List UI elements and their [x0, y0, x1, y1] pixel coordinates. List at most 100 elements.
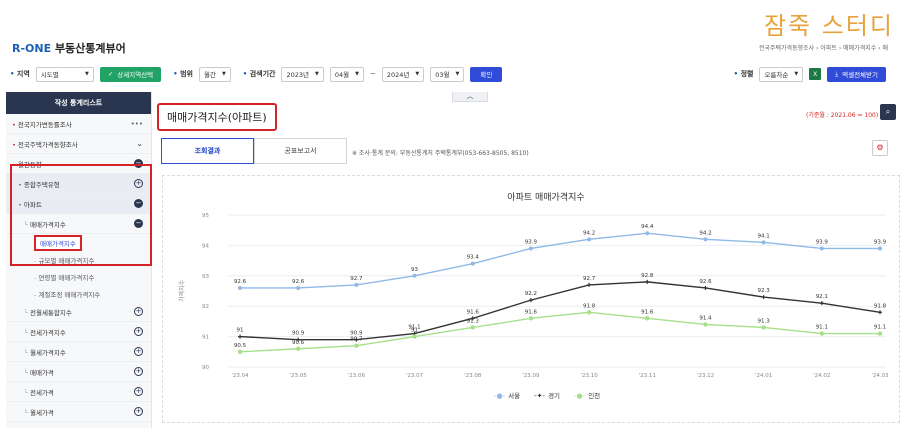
expand-icon[interactable]: +	[134, 327, 143, 336]
sidebar-item[interactable]: 계절조정 매매가격지수	[6, 285, 151, 302]
sidebar-item[interactable]: 전세가격지수+	[6, 322, 151, 342]
end-month-select[interactable]: 03월 ▼	[430, 66, 465, 82]
tab-report[interactable]: 공표보고서	[254, 138, 347, 164]
caret-down-icon: ▼	[415, 71, 420, 77]
sidebar-item[interactable]: 전월세통합지수+	[6, 302, 151, 322]
breadcrumb: 전국주택가격동향조사 › 아파트 › 매매가격지수 › 매	[758, 45, 888, 52]
download-all-button[interactable]: ⤓ 액셀전체받기	[827, 66, 886, 82]
sidebar-item[interactable]: 월간동향−	[6, 154, 151, 174]
data-label: 91.6	[641, 309, 654, 315]
sort-select[interactable]: 오름차순 ▼	[759, 66, 804, 82]
tab-results[interactable]: 조회결과	[161, 138, 254, 164]
data-point	[528, 246, 533, 251]
excel-icon[interactable]: X	[809, 68, 822, 80]
sidebar-item[interactable]: 연령별 매매가격지수	[6, 268, 151, 285]
legend-item[interactable]: -●- 서울	[494, 390, 520, 400]
end-month-value: 03월	[435, 71, 450, 79]
expand-icon[interactable]: +	[134, 307, 143, 316]
data-point	[470, 261, 475, 266]
sidebar-item[interactable]: 월세가격지수+	[6, 342, 151, 362]
app-logo[interactable]: R-ONE 부동산통계뷰어	[12, 40, 126, 56]
data-label: 91.8	[583, 303, 596, 309]
sidebar-item-label: 월세가격	[24, 407, 134, 417]
scope-select[interactable]: 월간 ▼	[198, 66, 231, 82]
data-label: 92.8	[641, 273, 654, 279]
y-tick-label: 95	[202, 213, 209, 219]
x-tick-label: '23.12	[697, 373, 714, 379]
data-label: 92.6	[234, 279, 247, 285]
data-label: 94.2	[583, 230, 595, 236]
region-select[interactable]: 시도별 ▼	[35, 66, 94, 82]
caret-down-icon: ▼	[315, 71, 319, 77]
sidebar-item-label: 연령별 매매가격지수	[34, 272, 143, 282]
chart-settings-icon[interactable]: ⚙	[872, 140, 888, 156]
logo-title: 부동산통계뷰어	[51, 42, 126, 55]
data-point	[296, 337, 301, 342]
expand-icon[interactable]: +	[134, 367, 143, 376]
sidebar-item[interactable]: 전국주택가격동향조사⌄	[6, 134, 151, 154]
chart-legend: -●- 서울 -✦- 경기 -●- 인천	[494, 390, 600, 400]
logo-prefix: R-ONE	[12, 42, 52, 55]
chart-title: 아파트 매매가격지수	[507, 193, 585, 203]
more-icon[interactable]: •••	[130, 119, 143, 128]
data-label: 93.9	[525, 239, 538, 245]
confirm-button[interactable]: 확인	[470, 66, 503, 82]
data-label: 94.2	[699, 230, 711, 236]
x-tick-label: '23.10	[580, 373, 598, 379]
data-point	[470, 316, 475, 321]
start-month-select[interactable]: 04월 ▼	[329, 66, 364, 82]
data-point	[877, 331, 883, 336]
search-icon[interactable]: ⌕	[880, 104, 896, 120]
sidebar-item[interactable]: 종합주택유형+	[6, 174, 151, 194]
expand-icon[interactable]: +	[134, 407, 143, 416]
sidebar-item-label: 전국지가변동률조사	[12, 119, 131, 129]
x-tick-label: '24.01	[755, 373, 772, 379]
data-label: 91.8	[874, 303, 887, 309]
sidebar-item[interactable]: 월세가격+	[6, 402, 151, 422]
legend-item[interactable]: -✦- 경기	[534, 390, 560, 400]
sidebar-item[interactable]: 매매가격지수	[6, 234, 151, 251]
data-point	[586, 310, 592, 315]
caret-down-icon: ▼	[84, 71, 89, 77]
series-line-2	[239, 311, 880, 353]
data-point	[528, 298, 533, 303]
data-point	[878, 310, 882, 315]
collapse-icon[interactable]: −	[134, 219, 143, 228]
page-title: 매매가격지수(아파트)	[157, 103, 277, 131]
legend-label: 서울	[508, 392, 521, 400]
chevron-down-icon[interactable]: ⌄	[136, 139, 143, 148]
collapse-up-icon[interactable]: ︿	[452, 92, 488, 102]
data-label: 94.1	[758, 233, 770, 239]
collapse-icon[interactable]: −	[134, 199, 143, 208]
end-year-select[interactable]: 2024년 ▼	[381, 66, 425, 82]
legend-marker-icon: -✦-	[534, 392, 546, 400]
check-icon: ✓	[107, 70, 114, 78]
sidebar-item-label: 월간동향	[12, 159, 134, 169]
series-line-0	[240, 232, 880, 289]
start-year-value: 2023년	[286, 71, 310, 79]
caret-down-icon: ▼	[455, 71, 460, 77]
sidebar: 작성 통계리스트 전국지가변동률조사•••전국주택가격동향조사⌄월간동향−종합주…	[6, 92, 152, 428]
data-point	[703, 322, 708, 327]
sidebar-item[interactable]: 매매가격+	[6, 362, 151, 382]
sidebar-item[interactable]: 아파트−	[6, 194, 151, 214]
legend-marker-icon: -●-	[574, 392, 586, 400]
data-point	[412, 334, 417, 339]
detail-region-button[interactable]: ✓ 상세지역선택	[99, 66, 162, 82]
collapse-icon[interactable]: −	[134, 159, 143, 168]
data-label: 92.7	[583, 276, 596, 282]
sidebar-item[interactable]: 규모별 매매가격지수	[6, 251, 151, 268]
expand-icon[interactable]: +	[134, 347, 143, 356]
data-label: 90.7	[350, 337, 363, 343]
data-label: 93.9	[816, 239, 829, 245]
data-point	[354, 282, 359, 287]
expand-icon[interactable]: +	[134, 387, 143, 396]
start-year-select[interactable]: 2023년 ▼	[281, 66, 324, 82]
data-point	[645, 231, 650, 236]
expand-icon[interactable]: +	[134, 179, 143, 188]
caret-down-icon: ▼	[355, 71, 359, 77]
sidebar-item[interactable]: 전세가격+	[6, 382, 151, 402]
sidebar-item[interactable]: 매매가격지수−	[6, 214, 151, 234]
sidebar-item[interactable]: 전국지가변동률조사•••	[6, 114, 151, 134]
legend-item[interactable]: -●- 인천	[574, 390, 600, 400]
